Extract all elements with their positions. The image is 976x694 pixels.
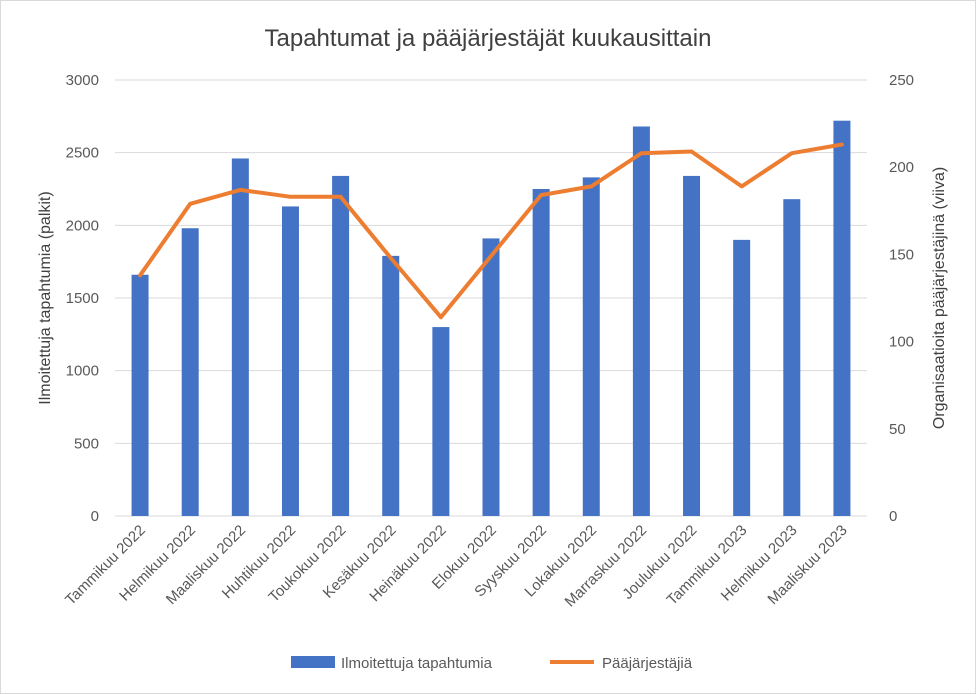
line-point <box>439 315 443 319</box>
chart-title: Tapahtumat ja pääjärjestäjät kuukausitta… <box>265 25 712 52</box>
right-tick-label: 200 <box>889 159 914 176</box>
bar-series <box>131 120 851 517</box>
bar <box>833 120 851 517</box>
bar <box>783 199 801 516</box>
right-axis-title: Organisaatioita pääjärjestäjinä (viiva) <box>931 167 948 429</box>
bar <box>482 238 500 516</box>
left-tick-label: 2000 <box>66 217 99 234</box>
line-point <box>238 188 242 192</box>
right-tick-label: 150 <box>889 246 914 263</box>
bar <box>683 175 701 517</box>
line-point <box>639 151 643 155</box>
line-series <box>138 142 844 320</box>
right-tick-label: 0 <box>889 508 897 525</box>
left-axis-title: Ilmoitettuja tapahtumia (palkit) <box>37 191 54 404</box>
line-point <box>790 151 794 155</box>
line-point <box>589 184 593 188</box>
line-point <box>188 202 192 206</box>
bar <box>382 255 400 516</box>
line-point <box>339 195 343 199</box>
left-tick-label: 0 <box>91 508 99 525</box>
legend-line-label: Pääjärjestäjiä <box>602 655 693 672</box>
left-tick-label: 2500 <box>66 145 99 162</box>
bar <box>582 177 600 516</box>
line-point <box>690 150 694 154</box>
bar <box>131 274 149 516</box>
right-tick-label: 250 <box>889 72 914 89</box>
right-tick-label: 50 <box>889 421 906 438</box>
line-point <box>389 256 393 260</box>
line-point <box>539 193 543 197</box>
line-point <box>288 195 292 199</box>
line-point <box>740 184 744 188</box>
bar <box>733 239 751 516</box>
left-tick-label: 500 <box>74 435 99 452</box>
bar <box>432 327 450 516</box>
line-point <box>138 273 142 277</box>
line-point <box>489 254 493 258</box>
left-axis-ticks: 0 500 1000 1500 2000 2500 3000 <box>66 72 99 525</box>
right-tick-label: 100 <box>889 334 914 351</box>
bar <box>632 126 650 517</box>
bar <box>231 158 249 517</box>
bar <box>332 175 350 517</box>
bar <box>532 189 550 516</box>
right-axis-ticks: 0 50 100 150 200 250 <box>889 72 914 525</box>
line-point <box>840 143 844 147</box>
left-tick-label: 3000 <box>66 72 99 89</box>
bar <box>281 206 299 516</box>
left-tick-label: 1000 <box>66 363 99 380</box>
left-tick-label: 1500 <box>66 290 99 307</box>
legend: Ilmoitettuja tapahtumia Pääjärjestäjiä <box>291 655 693 672</box>
bar <box>181 228 199 517</box>
legend-bar-label: Ilmoitettuja tapahtumia <box>341 655 493 672</box>
legend-bar-swatch <box>291 656 335 668</box>
